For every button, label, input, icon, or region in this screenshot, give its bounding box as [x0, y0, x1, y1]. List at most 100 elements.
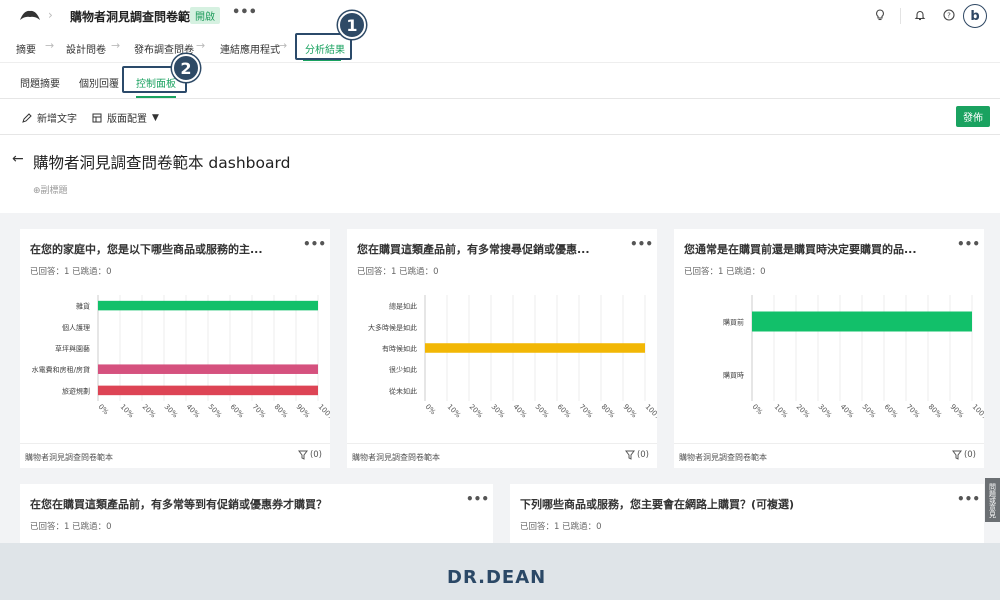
- page-title[interactable]: 購物者洞見調查問卷範本 dashboard: [33, 154, 291, 172]
- step-number-badge: 1: [338, 11, 366, 39]
- filter-button[interactable]: (0): [624, 450, 649, 460]
- dashboard-header: ← 購物者洞見調查問卷範本 dashboard ⊕副標題: [0, 135, 1000, 213]
- x-tick-label: 80%: [273, 403, 290, 420]
- x-tick-label: 40%: [185, 403, 202, 420]
- layout-dropdown[interactable]: 版面配置 ▼: [92, 110, 159, 125]
- bar: [98, 364, 318, 374]
- active-step-indicator: [303, 59, 341, 61]
- card-footer: 購物者洞見調查問卷範本 (0): [347, 443, 657, 468]
- x-tick-label: 10%: [119, 403, 136, 420]
- x-tick-label: 70%: [578, 403, 595, 420]
- x-tick-label: 50%: [861, 403, 878, 420]
- step-connect-apps[interactable]: 連結應用程式: [220, 45, 280, 56]
- card-footer: 購物者洞見調查問卷範本 (0): [674, 443, 984, 468]
- category-label: 購買時: [723, 371, 744, 380]
- bar: [98, 385, 318, 396]
- more-options-icon[interactable]: •••: [232, 5, 257, 20]
- layout-label: 版面配置: [107, 114, 147, 125]
- x-tick-label: 0%: [751, 403, 765, 417]
- back-arrow-icon[interactable]: ←: [12, 151, 24, 167]
- card-more-icon[interactable]: •••: [957, 492, 981, 506]
- feedback-tab[interactable]: 問題或意見: [985, 478, 1000, 522]
- chart-card: 下列哪些商品或服務，您主要會在網路上購買？(可複選) ••• 已回答：1 已跳過…: [510, 484, 984, 554]
- add-subtitle-link[interactable]: ⊕副標題: [33, 186, 68, 196]
- survey-title[interactable]: 購物者洞見調查問卷範本: [70, 10, 203, 24]
- filter-count: (0): [636, 450, 649, 460]
- x-tick-label: 40%: [512, 403, 529, 420]
- x-tick-label: 60%: [556, 403, 573, 420]
- tab-question-summary[interactable]: 問題摘要: [20, 79, 60, 90]
- filter-button[interactable]: (0): [297, 450, 322, 460]
- step-publish[interactable]: 發布調查問卷: [134, 45, 194, 56]
- x-tick-label: 90%: [949, 403, 966, 420]
- status-badge: 開啟: [190, 7, 220, 24]
- x-tick-label: 100%: [971, 403, 984, 423]
- bar: [752, 311, 972, 332]
- tab-dashboard[interactable]: 控制面板: [136, 79, 176, 90]
- app-logo-icon[interactable]: [18, 7, 42, 23]
- card-footer: 購物者洞見調查問卷範本 (0): [20, 443, 330, 468]
- chart-card: 您通常是在購買前還是購買時決定要購買的品... ••• 已回答：1 已跳過：0 …: [674, 229, 984, 468]
- x-tick-label: 20%: [795, 403, 812, 420]
- x-tick-label: 80%: [927, 403, 944, 420]
- category-label: 水電費和房租/房貸: [32, 365, 90, 374]
- card-more-icon[interactable]: •••: [957, 237, 981, 251]
- toolbar: 新增文字 版面配置 ▼: [0, 99, 1000, 135]
- brand-logo: DR.DEAN: [447, 567, 547, 588]
- avatar[interactable]: b: [963, 4, 987, 28]
- step-summary[interactable]: 摘要: [16, 45, 36, 56]
- lightbulb-icon[interactable]: [873, 8, 887, 22]
- add-text-button[interactable]: 新增文字: [22, 110, 77, 125]
- x-tick-label: 90%: [295, 403, 312, 420]
- x-tick-label: 70%: [905, 403, 922, 420]
- filter-icon: [951, 450, 962, 460]
- help-icon[interactable]: ?: [942, 8, 956, 22]
- card-title: 您通常是在購買前還是購買時決定要購買的品...: [684, 243, 917, 256]
- card-more-icon[interactable]: •••: [630, 237, 654, 251]
- x-tick-label: 60%: [229, 403, 246, 420]
- card-response-stats: 已回答：1 已跳過：0: [684, 267, 766, 277]
- step-arrow-icon: →: [111, 39, 121, 52]
- bell-icon[interactable]: [913, 8, 927, 22]
- brand-footer: [0, 543, 1000, 600]
- x-tick-label: 40%: [839, 403, 856, 420]
- step-design[interactable]: 設計問卷: [66, 45, 106, 56]
- chart-card: 在您的家庭中，您是以下哪些商品或服務的主... ••• 已回答：1 已跳過：0 …: [20, 229, 330, 468]
- tab-individual-responses[interactable]: 個別回覆: [79, 79, 119, 90]
- card-source: 購物者洞見調查問卷範本: [679, 453, 767, 462]
- step-arrow-icon: →: [196, 39, 206, 52]
- highlight-box-analyze: [295, 33, 352, 60]
- svg-text:?: ?: [947, 12, 951, 20]
- filter-button[interactable]: (0): [951, 450, 976, 460]
- x-tick-label: 60%: [883, 403, 900, 420]
- card-title: 在您在購買這類產品前，有多常等到有促銷或優惠券才購買？: [30, 498, 327, 511]
- card-title: 您在購買這類產品前，有多常搜尋促銷或優惠...: [357, 243, 590, 256]
- filter-icon: [624, 450, 635, 460]
- add-text-label: 新增文字: [37, 114, 77, 125]
- card-more-icon[interactable]: •••: [466, 492, 490, 506]
- step-analyze-results[interactable]: 分析結果: [305, 45, 345, 56]
- bar-chart: 0% 10% 20% 30% 40% 50% 60% 70% 80% 90% 100% 雜貨個人護理草…: [32, 295, 330, 423]
- step-number-badge: 2: [172, 54, 200, 82]
- pencil-icon: [22, 112, 32, 123]
- x-tick-label: 100%: [317, 403, 330, 423]
- publish-button[interactable]: 發佈: [956, 106, 990, 127]
- card-more-icon[interactable]: •••: [303, 237, 327, 251]
- category-label: 從未如此: [389, 386, 417, 395]
- step-arrow-icon: →: [45, 39, 55, 52]
- top-bar: › 購物者洞見調查問卷範本 開啟 ••• ? b: [0, 0, 1000, 32]
- x-tick-label: 20%: [141, 403, 158, 420]
- card-source: 購物者洞見調查問卷範本: [352, 453, 440, 462]
- divider: [900, 8, 901, 24]
- category-label: 草坪與園藝: [55, 344, 90, 353]
- filter-count: (0): [309, 450, 322, 460]
- layout-icon: [92, 113, 102, 122]
- active-tab-indicator: [136, 96, 176, 98]
- category-label: 大多時候是如此: [368, 323, 417, 332]
- card-response-stats: 已回答：1 已跳過：0: [357, 267, 439, 277]
- chart-card: 在您在購買這類產品前，有多常等到有促銷或優惠券才購買？ ••• 已回答：1 已跳…: [20, 484, 493, 554]
- bar-chart: 0% 10% 20% 30% 40% 50% 60% 70% 80% 90% 100% 總是如此大多時…: [368, 295, 657, 423]
- step-arrow-icon: →: [278, 39, 288, 52]
- bar: [425, 343, 645, 353]
